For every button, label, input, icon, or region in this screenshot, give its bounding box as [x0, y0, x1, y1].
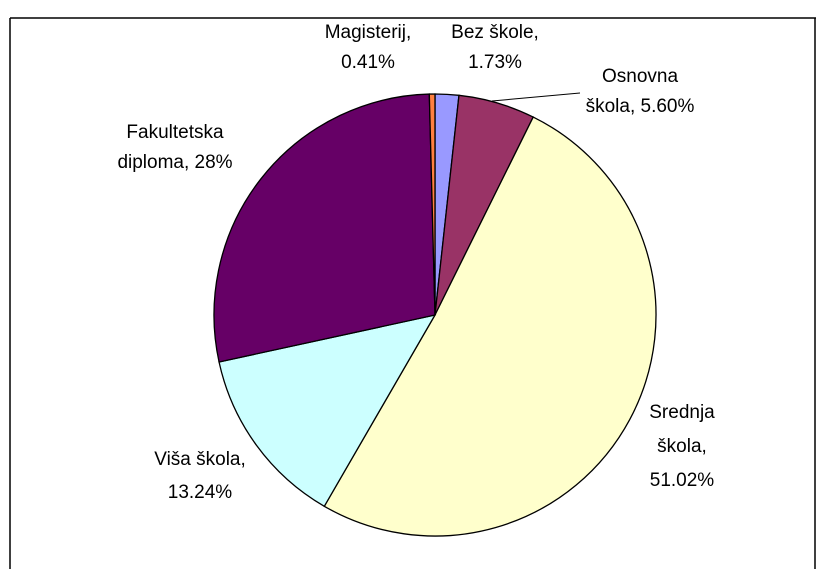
data-label: 51.02% [650, 470, 715, 491]
pie-slice [428, 93, 436, 316]
leader-line [491, 92, 581, 102]
data-label: diploma, 28% [117, 152, 232, 173]
pie-slice [218, 314, 437, 508]
data-label: Viša škola, [154, 449, 246, 470]
data-label: 13.24% [168, 482, 233, 503]
data-label: Fakultetska [126, 122, 224, 143]
data-label: 0.41% [341, 52, 395, 73]
pie-slice [213, 93, 436, 363]
data-label: Osnovna [602, 66, 678, 87]
data-label: škola, [657, 436, 707, 457]
data-label: Srednja [649, 402, 715, 423]
data-label: Bez škole, [451, 22, 539, 43]
pie-slice [323, 116, 657, 537]
data-label: 1.73% [468, 52, 522, 73]
data-label: škola, 5.60% [586, 96, 695, 117]
data-label: Magisterij, [325, 22, 412, 43]
